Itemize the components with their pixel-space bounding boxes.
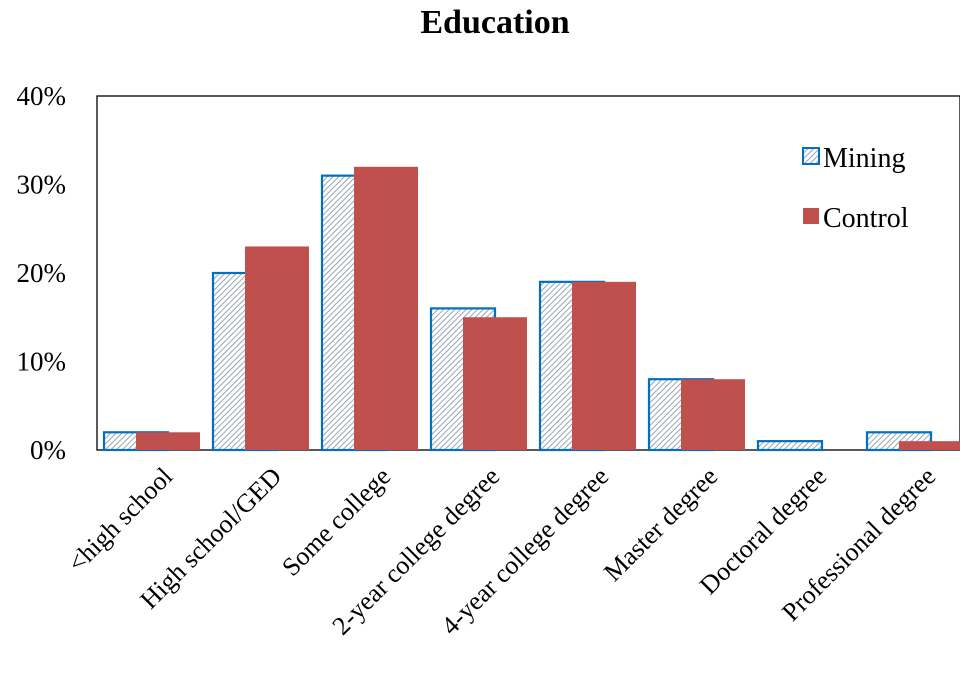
y-tick-label: 0% [30,435,66,465]
chart-title: Education [420,4,570,41]
control-bar [245,246,309,450]
control-legend-swatch [803,208,819,224]
mining-legend-label: Mining [823,143,905,174]
mining-bar [756,440,824,452]
plot-frame [96,95,960,451]
plot-area [96,95,960,451]
x-tick-label: Some college [276,462,396,582]
legend: Mining Control [802,143,909,234]
control-bar [136,432,200,450]
control-bar [572,281,636,450]
bar-series [102,166,960,452]
control-bar [463,317,527,450]
y-tick-label: 40% [17,81,67,111]
mining-legend-swatch [802,147,820,165]
y-tick-label: 10% [17,347,67,377]
control-legend-label: Control [823,203,909,234]
y-tick-label: 30% [17,170,67,200]
x-tick-label: <high school [62,462,178,578]
control-bar [354,166,418,451]
control-bar [681,379,745,450]
control-bar [899,441,960,450]
y-tick-label: 20% [17,258,67,288]
